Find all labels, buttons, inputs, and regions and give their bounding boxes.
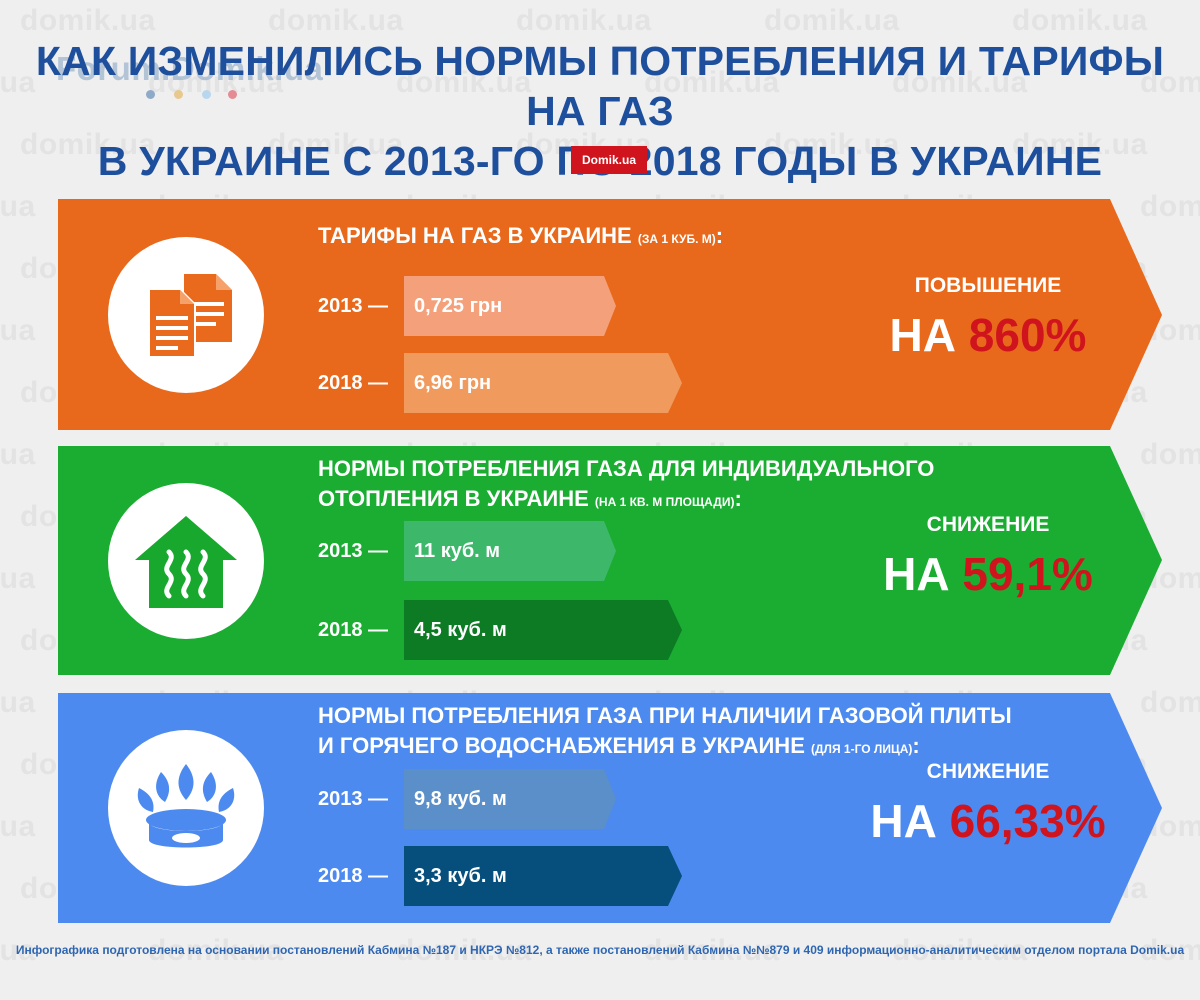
value-bar: 6,96 грн (404, 353, 682, 413)
bar-value: 11 куб. м (414, 540, 501, 562)
panel-title: Тарифы на газ в Украине (за 1 куб. м): (318, 221, 723, 254)
change-prefix: НА (883, 548, 950, 600)
panel-title-colon: : (734, 486, 742, 511)
bar-value: 9,8 куб. м (414, 788, 507, 810)
value-bar: 4,5 куб. м (404, 600, 682, 660)
panel-title-colon: : (912, 733, 920, 758)
icon-circle (108, 730, 264, 886)
watermark-text: domik.ua (0, 562, 36, 595)
change-value: НА 59,1% (838, 547, 1138, 601)
watermark-text: domik.ua (516, 4, 652, 37)
watermark-text: domik.ua (764, 4, 900, 37)
panel-title: Нормы потребления газа для индивидуально… (318, 454, 934, 517)
panel-title-line: Нормы потребления газа для индивидуально… (318, 456, 935, 481)
panel-title-line: отопления в Украине (318, 486, 589, 511)
gas-burner-icon (137, 764, 235, 848)
documents-icon (148, 274, 232, 358)
icon-circle (108, 483, 264, 639)
watermark-text: domik.ua (1012, 4, 1148, 37)
change-percent: 860% (968, 309, 1087, 361)
icon-circle (108, 237, 264, 393)
bar-value: 3,3 куб. м (414, 865, 507, 887)
bar-value: 0,725 грн (414, 295, 503, 317)
value-bar: 11 куб. м (404, 521, 616, 581)
watermark-text: domik.ua (20, 4, 156, 37)
house-heating-icon (135, 516, 237, 608)
bar-value: 4,5 куб. м (414, 619, 507, 641)
title-line-1: Как изменились нормы потребления и тариф… (35, 38, 1165, 134)
logo-dots (146, 90, 246, 100)
change-prefix: НА (889, 309, 956, 361)
watermark-text: domik.ua (0, 686, 36, 719)
change-value: НА 66,33% (838, 794, 1138, 848)
panel-title-note: (за 1 куб. м) (637, 232, 716, 246)
panel-title-colon: : (715, 223, 724, 248)
change-label: Снижение (926, 760, 1050, 783)
page-title: Как изменились нормы потребления и тариф… (30, 36, 1170, 186)
watermark-text: domik.ua (0, 190, 36, 223)
change-prefix: НА (870, 795, 937, 847)
value-bar: 3,3 куб. м (404, 846, 682, 906)
value-bar: 0,725 грн (404, 276, 616, 336)
value-bar: 9,8 куб. м (404, 769, 616, 829)
watermark-text: domik.ua (268, 4, 404, 37)
row-year: 2018 — (318, 865, 389, 887)
panel-title-note: (для 1-го лица) (811, 742, 913, 756)
row-year: 2013 — (318, 540, 389, 562)
change-percent: 66,33% (949, 795, 1106, 847)
panel-title-note: (на 1 кв. м площади) (594, 495, 735, 509)
change-label: Снижение (926, 513, 1050, 536)
panel-stove-norms: Нормы потребления газа при наличии газов… (58, 693, 1162, 923)
bar-value: 6,96 грн (414, 372, 492, 394)
panel-title-line: Нормы потребления газа при наличии газов… (318, 703, 1012, 728)
change-label: Повышение (914, 274, 1062, 297)
panel-heating-norms: Нормы потребления газа для индивидуально… (58, 446, 1162, 675)
change-percent: 59,1% (962, 548, 1093, 600)
row-year: 2013 — (318, 788, 389, 810)
row-year: 2018 — (318, 619, 389, 641)
panel-title-line: и горячего водоснабжения в Украине (318, 733, 805, 758)
row-year: 2013 — (318, 295, 389, 317)
footer-source-note: Инфографика подготовлена на основании по… (15, 943, 1185, 957)
change-value: НА 860% (838, 308, 1138, 362)
panel-title: Нормы потребления газа при наличии газов… (318, 701, 1012, 764)
panel-gas-tariffs: Тарифы на газ в Украине (за 1 куб. м): 2… (58, 199, 1162, 430)
panel-title-line: Тарифы на газ в Украине (318, 223, 632, 248)
watermark-text: domik.ua (0, 438, 36, 471)
watermark-text: domik.ua (0, 810, 36, 843)
watermark-text: domik.ua (0, 314, 36, 347)
row-year: 2018 — (318, 372, 389, 394)
change-summary: Снижение НА 66,33% (838, 760, 1138, 848)
change-summary: Повышение НА 860% (838, 274, 1138, 362)
change-summary: Снижение НА 59,1% (838, 513, 1138, 601)
domik-badge: Domik.ua (571, 146, 647, 174)
forum-logo: Forum.Domik.ua (56, 50, 324, 87)
